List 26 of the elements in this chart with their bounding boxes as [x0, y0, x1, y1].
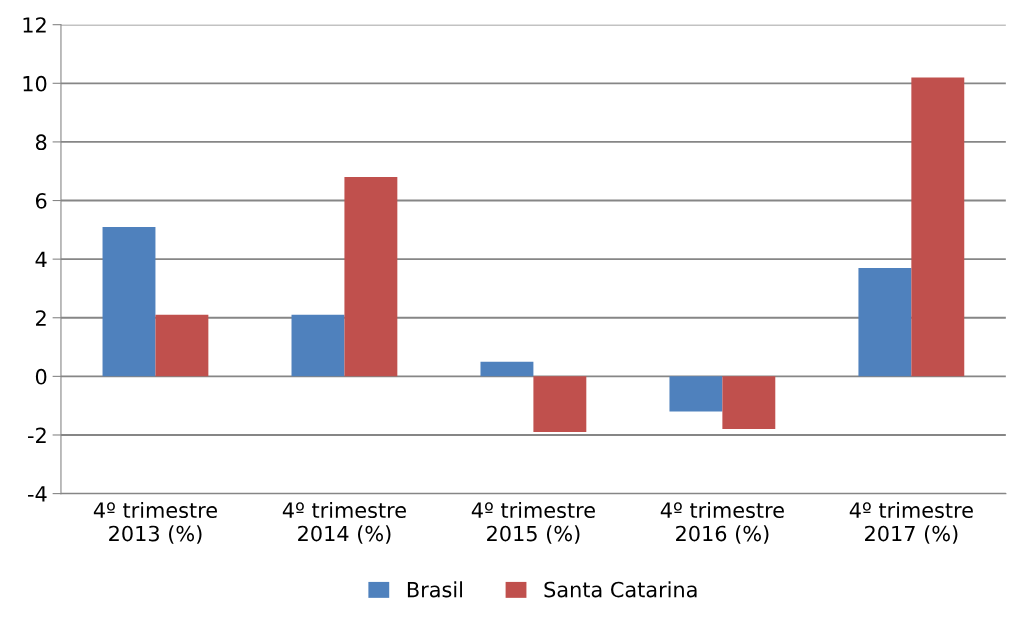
bar	[911, 77, 965, 377]
y-tick-label: 2	[36, 310, 46, 326]
y-tick-label: 0	[35, 368, 47, 385]
x-tick-label: 4º trimestre 2015 (%)	[471, 501, 595, 544]
y-tick-label: -2	[28, 427, 46, 443]
bar	[669, 376, 723, 412]
bar	[722, 376, 776, 430]
bar	[858, 267, 912, 377]
y-tick-label: -4	[28, 486, 47, 502]
x-tick-label: 4º trimestre 2013 (%)	[93, 501, 217, 544]
x-tick-label: 4º trimestre 2017 (%)	[849, 501, 973, 544]
y-tick-label: 6	[35, 192, 47, 209]
bar	[102, 226, 156, 377]
bar	[155, 314, 209, 377]
legend-label: Brasil	[407, 581, 462, 598]
y-tick-label: 8	[35, 134, 47, 151]
bar	[291, 314, 345, 377]
bar	[480, 361, 534, 377]
bar	[344, 177, 398, 377]
y-tick-label: 10	[23, 75, 47, 92]
legend-label: Santa Catarina	[544, 581, 697, 598]
x-tick-label: 4º trimestre 2016 (%)	[660, 501, 784, 544]
bar	[533, 376, 587, 433]
y-tick-label: 12	[23, 17, 46, 33]
x-tick-label: 4º trimestre 2014 (%)	[282, 501, 406, 544]
y-tick-label: 4	[35, 251, 47, 268]
